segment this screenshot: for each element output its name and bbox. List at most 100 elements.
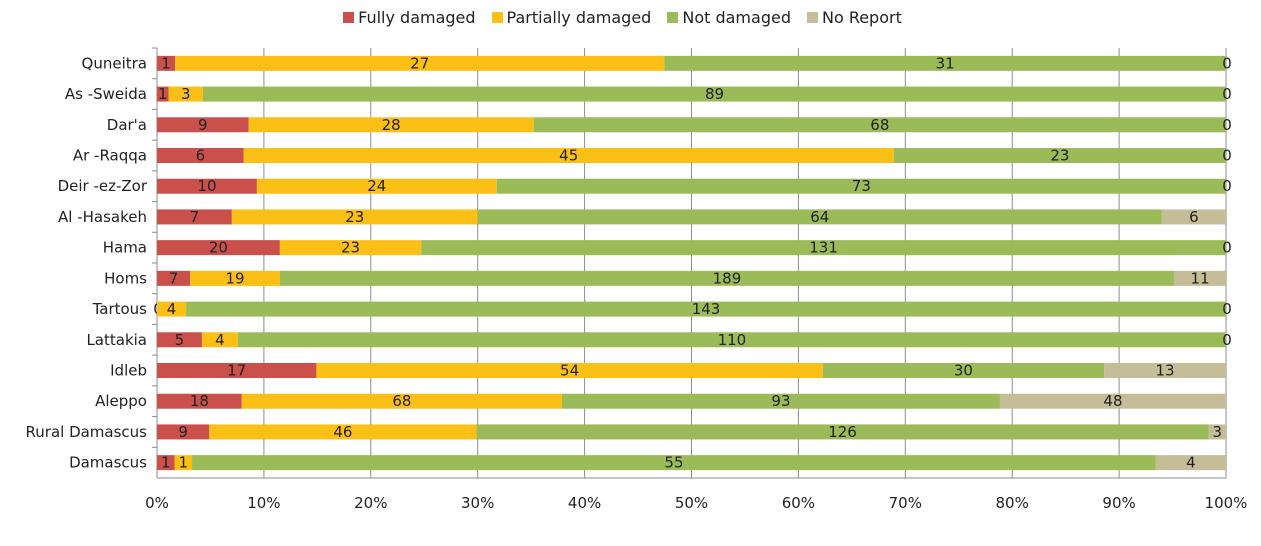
data-label: 1	[158, 85, 168, 103]
x-tick-label: 0%	[145, 494, 169, 512]
data-label: 0	[1222, 177, 1232, 195]
data-label: 46	[333, 423, 352, 441]
data-label: 28	[382, 116, 401, 134]
bar-segment	[477, 209, 1162, 225]
bar-segment	[175, 55, 665, 71]
bar-segment	[168, 86, 203, 102]
data-label: 6	[196, 147, 206, 165]
data-label: 54	[560, 362, 579, 380]
data-label: 30	[954, 362, 973, 380]
data-label: 143	[692, 300, 721, 318]
category-label: Damascus	[69, 454, 147, 472]
bar-segment	[893, 148, 1226, 163]
data-label: 27	[410, 54, 429, 72]
data-label: 6	[1189, 208, 1199, 226]
data-label: 68	[392, 392, 411, 410]
x-tick-label: 10%	[247, 494, 280, 512]
data-label: 131	[809, 239, 838, 257]
data-label: 0	[1222, 147, 1232, 165]
bar-segment	[157, 55, 176, 71]
bar-segment	[421, 240, 1226, 256]
bar-segment	[190, 270, 280, 286]
data-label: 0	[1222, 54, 1232, 72]
bar-segment	[822, 363, 1105, 378]
data-label: 48	[1103, 392, 1122, 410]
data-label: 5	[175, 331, 185, 349]
category-label: Lattakia	[86, 331, 147, 349]
bar-segment	[1208, 424, 1226, 440]
bar-segment	[201, 332, 238, 348]
bar-segment	[1161, 209, 1226, 225]
data-label: 1	[161, 454, 171, 472]
data-label: 0	[1222, 85, 1232, 103]
bar-segment	[157, 270, 191, 286]
data-label: 0	[1222, 239, 1232, 257]
bar-segment	[209, 424, 477, 440]
data-label: 93	[771, 392, 790, 410]
bar-segment	[561, 393, 1000, 409]
data-label: 24	[367, 177, 386, 195]
category-label: Idleb	[110, 362, 147, 380]
data-label: 68	[870, 116, 889, 134]
bar-segment	[533, 117, 1226, 133]
bar-segment	[316, 363, 823, 378]
bar-segment	[1155, 455, 1226, 471]
bar-segment	[248, 117, 534, 133]
data-label: 9	[178, 423, 188, 441]
data-label: 7	[169, 269, 179, 287]
x-tick-label: 50%	[675, 494, 708, 512]
bar-segment	[157, 178, 257, 194]
data-label: 23	[1050, 147, 1069, 165]
bar-segment	[157, 86, 169, 102]
legend-swatch	[491, 12, 503, 23]
data-label: 1	[161, 54, 171, 72]
data-label: 4	[167, 300, 177, 318]
x-tick-label: 60%	[782, 494, 815, 512]
category-label: Tartous	[92, 300, 148, 318]
x-tick-label: 90%	[1102, 494, 1135, 512]
legend-swatch	[806, 12, 818, 23]
bar-segment	[999, 393, 1226, 409]
legend-item: Not damaged	[667, 8, 791, 27]
category-label: Al -Hasakeh	[58, 208, 147, 226]
bar-segment	[279, 270, 1174, 286]
bar-segment	[157, 332, 202, 348]
data-label: 11	[1190, 269, 1209, 287]
legend-swatch	[667, 12, 679, 23]
bar-segment	[157, 301, 187, 317]
data-label: 10	[197, 177, 216, 195]
bar-segment	[496, 178, 1226, 194]
data-label: 0	[1222, 300, 1232, 318]
bar-segment	[476, 424, 1209, 440]
bar-segment	[157, 209, 232, 225]
bar-segment	[243, 148, 894, 163]
legend-item: Fully damaged	[343, 8, 476, 27]
data-label: 189	[713, 269, 742, 287]
x-tick-label: 80%	[996, 494, 1029, 512]
category-label: Homs	[104, 269, 147, 287]
data-label: 126	[828, 423, 857, 441]
legend-item: No Report	[806, 8, 902, 27]
bar-segment	[157, 363, 317, 378]
bar-segment	[157, 455, 175, 471]
chart-legend: Fully damaged Partially damaged Not damage…	[0, 8, 1261, 27]
bar-segment	[157, 117, 249, 133]
bar-segment	[1104, 363, 1226, 378]
legend-label: Fully damaged	[358, 8, 476, 27]
bar-segment	[664, 55, 1226, 71]
bar-segment	[279, 240, 422, 256]
legend-label: No Report	[821, 8, 902, 27]
category-label: Ar -Raqqa	[73, 147, 147, 165]
category-label: Rural Damascus	[26, 423, 148, 441]
bar-segment	[1173, 270, 1226, 286]
data-label: 4	[215, 331, 225, 349]
data-label: 9	[198, 116, 208, 134]
category-label: Hama	[103, 239, 147, 257]
category-label: As -Sweida	[65, 85, 147, 103]
bar-segment	[157, 393, 242, 409]
bar-segment	[186, 301, 1227, 317]
data-label: 0	[1222, 331, 1232, 349]
data-label: 3	[181, 85, 191, 103]
bar-segment	[202, 86, 1226, 102]
